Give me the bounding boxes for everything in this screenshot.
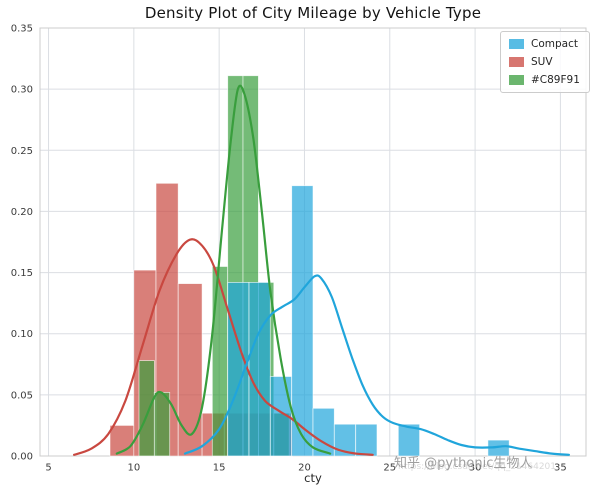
y-tick-label: 0.10 (11, 329, 33, 340)
x-tick-label: 20 (298, 462, 311, 473)
x-axis-label: cty (304, 471, 322, 485)
legend-item-c89f91: #C89F91 (509, 74, 580, 86)
hist-bar-compact (248, 281, 271, 457)
y-tick-label: 0.35 (11, 24, 33, 35)
x-tick-label: 15 (213, 462, 226, 473)
hist-bar-compact (355, 423, 378, 457)
legend-label: Compact (531, 38, 578, 50)
x-tick-label: 5 (45, 462, 51, 473)
legend-swatch-compact (509, 39, 524, 49)
legend-swatch-c89f91 (509, 75, 524, 85)
y-tick-label: 0.30 (11, 85, 33, 96)
chart-title: Density Plot of City Mileage by Vehicle … (144, 4, 482, 22)
y-tick-label: 0.05 (11, 390, 33, 401)
legend-item-compact: Compact (509, 38, 580, 50)
hist-bar-c89f91 (153, 391, 171, 457)
kde-curve-c89f91 (115, 84, 332, 455)
legend-label: SUV (531, 56, 553, 68)
y-tick-label: 0.20 (11, 207, 33, 218)
kde-curve-suv (73, 238, 374, 456)
y-tick-label: 0.25 (11, 146, 33, 157)
hist-bar-c89f91 (138, 360, 155, 457)
hist-bar-compact (291, 185, 314, 457)
legend: Compact SUV #C89F91 (500, 31, 590, 93)
x-tick-label: 35 (554, 462, 567, 473)
legend-label: #C89F91 (531, 74, 580, 86)
watermark-text: 知乎 @pythonic生物人 (394, 456, 533, 471)
x-tick-label: 10 (127, 462, 140, 473)
x-tick-label: 30 (469, 462, 482, 473)
kde-curve-compact (183, 274, 570, 456)
legend-item-suv: SUV (509, 56, 580, 68)
hist-bar-compact (397, 423, 420, 457)
hist-bar-suv (177, 283, 203, 457)
x-tick-label: 25 (383, 462, 396, 473)
y-tick-label: 0.15 (11, 268, 33, 279)
legend-swatch-suv (509, 57, 524, 67)
y-tick-label: 0.00 (11, 452, 33, 463)
watermark-url: https://blog.csdn.net/qq_21464201 (398, 462, 557, 472)
